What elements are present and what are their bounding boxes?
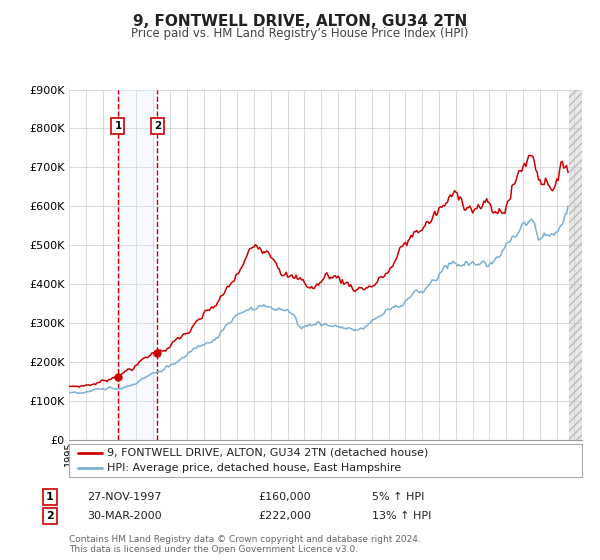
Bar [118, 90, 157, 440]
Text: 2: 2 [154, 122, 161, 132]
Text: £160,000: £160,000 [258, 492, 311, 502]
Bar [569, 90, 582, 440]
Text: 1: 1 [46, 492, 53, 502]
Text: £222,000: £222,000 [258, 511, 311, 521]
Text: Contains HM Land Registry data © Crown copyright and database right 2024.: Contains HM Land Registry data © Crown c… [69, 535, 421, 544]
Text: 5% ↑ HPI: 5% ↑ HPI [372, 492, 424, 502]
Text: 1: 1 [115, 122, 122, 132]
Bar [569, 90, 582, 440]
Text: 13% ↑ HPI: 13% ↑ HPI [372, 511, 431, 521]
Text: 27-NOV-1997: 27-NOV-1997 [87, 492, 161, 502]
Text: This data is licensed under the Open Government Licence v3.0.: This data is licensed under the Open Gov… [69, 545, 358, 554]
Text: 9, FONTWELL DRIVE, ALTON, GU34 2TN (detached house): 9, FONTWELL DRIVE, ALTON, GU34 2TN (deta… [107, 447, 429, 458]
Text: Price paid vs. HM Land Registry’s House Price Index (HPI): Price paid vs. HM Land Registry’s House … [131, 27, 469, 40]
Text: 30-MAR-2000: 30-MAR-2000 [87, 511, 161, 521]
Text: 9, FONTWELL DRIVE, ALTON, GU34 2TN: 9, FONTWELL DRIVE, ALTON, GU34 2TN [133, 14, 467, 29]
Text: 2: 2 [46, 511, 53, 521]
Text: HPI: Average price, detached house, East Hampshire: HPI: Average price, detached house, East… [107, 463, 402, 473]
